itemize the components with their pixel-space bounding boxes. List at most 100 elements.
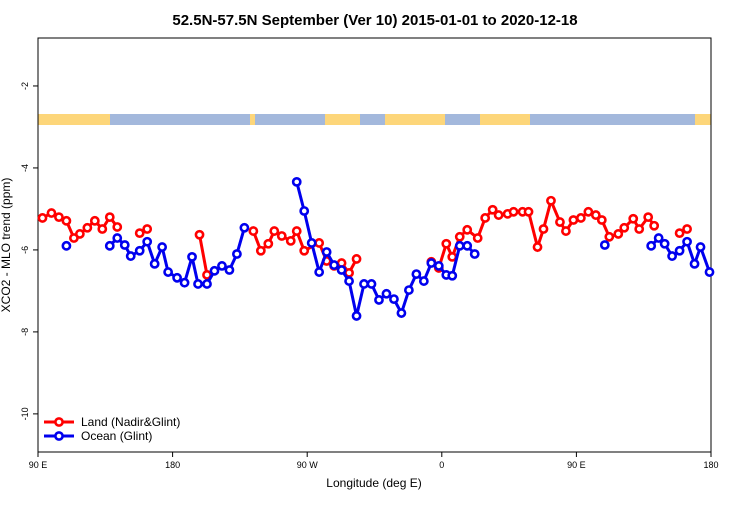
point xyxy=(276,231,287,241)
point xyxy=(112,222,123,232)
point xyxy=(472,233,483,243)
point xyxy=(344,276,354,286)
point xyxy=(104,212,115,223)
point xyxy=(46,208,57,218)
point xyxy=(37,213,48,223)
legend-marker xyxy=(54,431,64,441)
point xyxy=(142,224,153,234)
point xyxy=(163,267,174,277)
point xyxy=(359,279,369,289)
point xyxy=(493,210,504,220)
point xyxy=(599,240,610,250)
point xyxy=(682,224,692,234)
point xyxy=(366,279,377,289)
point xyxy=(134,245,145,256)
point xyxy=(74,229,85,239)
point xyxy=(653,233,664,243)
point xyxy=(441,238,452,249)
point xyxy=(351,254,362,264)
point xyxy=(269,226,280,236)
point xyxy=(321,247,332,257)
y-tick-label: -6 xyxy=(20,246,30,254)
point xyxy=(604,231,615,242)
legend-label: Ocean (Glint) xyxy=(81,429,152,443)
point xyxy=(568,215,579,225)
point xyxy=(209,265,220,276)
x-tick-label: 180 xyxy=(703,460,718,470)
point xyxy=(462,240,473,251)
y-axis-label: XCO2 - MLO trend (ppm) xyxy=(0,178,13,313)
point xyxy=(659,238,670,249)
point xyxy=(336,265,347,275)
point xyxy=(674,228,685,239)
point xyxy=(255,245,266,256)
point xyxy=(447,270,458,281)
point xyxy=(299,206,310,216)
point xyxy=(263,238,274,249)
point xyxy=(674,245,685,256)
point xyxy=(538,224,549,234)
point xyxy=(157,242,168,252)
point xyxy=(508,206,519,217)
point xyxy=(418,276,429,286)
point xyxy=(411,269,422,280)
legend-label: Land (Nadir&Glint) xyxy=(81,415,180,429)
point xyxy=(649,220,660,231)
legend-marker xyxy=(54,417,64,427)
point xyxy=(487,204,498,215)
point xyxy=(426,258,437,268)
point xyxy=(389,294,399,305)
point xyxy=(97,224,108,234)
point xyxy=(628,213,639,224)
point xyxy=(61,240,72,251)
point xyxy=(134,228,145,239)
x-tick-label: 90 W xyxy=(297,460,319,470)
point xyxy=(239,222,250,233)
x-tick-label: 90 E xyxy=(29,460,48,470)
x-tick-label: 90 E xyxy=(567,460,586,470)
point xyxy=(704,267,715,277)
point xyxy=(575,213,586,223)
point xyxy=(381,288,392,299)
point xyxy=(125,251,136,261)
point xyxy=(194,229,205,240)
point xyxy=(667,251,678,261)
point xyxy=(149,258,160,269)
chart-title: 52.5N-57.5N September (Ver 10) 2015-01-0… xyxy=(172,12,577,29)
point xyxy=(82,222,93,233)
point xyxy=(433,261,444,271)
x-tick-label: 0 xyxy=(439,460,444,470)
point xyxy=(89,215,100,226)
point xyxy=(248,226,259,236)
point xyxy=(314,238,325,248)
point xyxy=(555,217,565,227)
point xyxy=(179,277,190,288)
point xyxy=(112,233,123,243)
map-strip xyxy=(38,114,711,125)
point xyxy=(351,311,362,321)
point xyxy=(613,229,624,239)
point xyxy=(172,272,182,283)
point xyxy=(561,226,571,236)
point xyxy=(232,249,242,259)
point xyxy=(462,224,473,235)
point xyxy=(329,260,340,270)
x-tick-label: 180 xyxy=(165,460,180,470)
point xyxy=(187,251,197,262)
point xyxy=(285,236,296,246)
point xyxy=(532,242,543,252)
y-tick-label: -10 xyxy=(20,407,30,420)
point xyxy=(314,267,325,277)
point xyxy=(224,265,235,275)
point xyxy=(583,206,594,217)
y-tick-label: -4 xyxy=(20,164,30,172)
point xyxy=(202,279,212,289)
point xyxy=(695,242,706,252)
point xyxy=(454,231,465,242)
x-axis-label: Longitude (deg E) xyxy=(326,476,421,490)
y-tick-label: -8 xyxy=(20,328,30,336)
point xyxy=(480,213,491,223)
point xyxy=(619,222,630,233)
